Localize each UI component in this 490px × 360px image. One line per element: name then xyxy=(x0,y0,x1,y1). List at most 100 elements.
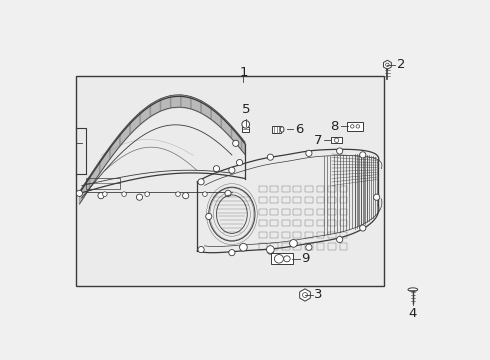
Circle shape xyxy=(268,154,273,160)
Bar xyxy=(259,232,267,238)
Bar xyxy=(305,186,313,192)
Bar xyxy=(270,232,278,238)
Bar xyxy=(317,243,324,249)
Bar xyxy=(259,197,267,203)
Circle shape xyxy=(337,237,343,243)
Bar xyxy=(317,209,324,215)
Bar xyxy=(340,232,347,238)
Bar xyxy=(282,232,290,238)
Circle shape xyxy=(198,247,204,253)
Bar xyxy=(340,243,347,249)
Polygon shape xyxy=(171,95,181,108)
Bar xyxy=(270,209,278,215)
Ellipse shape xyxy=(408,288,417,291)
Bar xyxy=(270,243,278,249)
Polygon shape xyxy=(221,116,231,138)
Bar xyxy=(294,209,301,215)
Text: 9: 9 xyxy=(301,252,310,265)
Bar xyxy=(305,209,313,215)
Circle shape xyxy=(76,190,82,197)
Ellipse shape xyxy=(280,127,284,132)
Circle shape xyxy=(229,167,235,173)
Bar xyxy=(328,197,336,203)
Bar xyxy=(282,243,290,249)
Bar xyxy=(317,197,324,203)
Text: 2: 2 xyxy=(397,58,406,71)
Circle shape xyxy=(206,213,212,220)
Bar xyxy=(305,220,313,226)
Bar xyxy=(305,197,313,203)
Bar xyxy=(328,220,336,226)
Bar xyxy=(294,243,301,249)
Polygon shape xyxy=(120,122,130,146)
Circle shape xyxy=(337,148,343,154)
Bar xyxy=(340,209,347,215)
Polygon shape xyxy=(150,99,161,117)
Bar xyxy=(282,186,290,192)
Text: 3: 3 xyxy=(314,288,323,301)
Bar xyxy=(76,76,384,286)
Bar xyxy=(270,220,278,226)
Text: 6: 6 xyxy=(295,123,303,136)
Polygon shape xyxy=(231,126,242,150)
Polygon shape xyxy=(201,101,211,120)
Polygon shape xyxy=(211,107,221,128)
Circle shape xyxy=(213,166,220,172)
Circle shape xyxy=(102,192,107,197)
Polygon shape xyxy=(79,176,90,204)
Polygon shape xyxy=(130,112,140,134)
Polygon shape xyxy=(384,60,392,69)
Polygon shape xyxy=(99,147,110,174)
Bar xyxy=(294,220,301,226)
Circle shape xyxy=(122,192,126,197)
Polygon shape xyxy=(191,96,201,113)
Circle shape xyxy=(98,193,104,199)
Circle shape xyxy=(242,121,249,128)
Bar xyxy=(272,126,281,133)
Circle shape xyxy=(306,150,312,156)
Bar xyxy=(282,209,290,215)
Polygon shape xyxy=(140,104,150,125)
Text: 7: 7 xyxy=(314,134,322,147)
Text: 8: 8 xyxy=(331,120,339,133)
Polygon shape xyxy=(90,161,99,189)
Bar xyxy=(317,186,324,192)
Bar xyxy=(317,220,324,226)
Circle shape xyxy=(360,152,366,158)
Polygon shape xyxy=(161,96,171,111)
Bar xyxy=(347,122,363,131)
Circle shape xyxy=(183,193,189,199)
Bar xyxy=(328,243,336,249)
Bar xyxy=(305,243,313,249)
Circle shape xyxy=(145,192,149,197)
Bar xyxy=(294,186,301,192)
Circle shape xyxy=(233,140,239,147)
Bar xyxy=(331,137,342,143)
Circle shape xyxy=(290,239,297,247)
Bar xyxy=(294,197,301,203)
Bar xyxy=(328,209,336,215)
Circle shape xyxy=(268,248,273,254)
Bar xyxy=(282,220,290,226)
Bar xyxy=(259,220,267,226)
Bar xyxy=(243,127,249,132)
Circle shape xyxy=(360,225,366,231)
Circle shape xyxy=(225,190,231,197)
Circle shape xyxy=(136,194,143,200)
Circle shape xyxy=(237,159,243,166)
Circle shape xyxy=(306,244,312,250)
Bar xyxy=(86,178,120,189)
Polygon shape xyxy=(110,134,120,159)
Bar xyxy=(259,209,267,215)
Bar xyxy=(328,232,336,238)
Circle shape xyxy=(198,179,204,185)
Bar xyxy=(328,186,336,192)
Circle shape xyxy=(373,194,380,200)
Ellipse shape xyxy=(274,255,283,263)
Bar xyxy=(317,232,324,238)
Text: 4: 4 xyxy=(409,307,417,320)
Bar xyxy=(340,220,347,226)
Circle shape xyxy=(240,243,247,251)
Circle shape xyxy=(175,192,180,197)
Circle shape xyxy=(267,246,274,253)
